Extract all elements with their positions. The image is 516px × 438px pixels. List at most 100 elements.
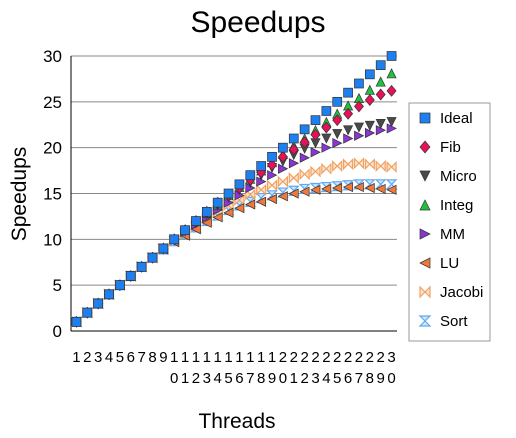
x-tick-label: 6	[127, 349, 135, 366]
data-point	[386, 84, 397, 97]
data-point	[354, 78, 364, 89]
legend-item-sort: Sort	[418, 313, 468, 330]
series-sort	[70, 179, 398, 327]
data-point	[288, 188, 299, 199]
data-point	[375, 88, 386, 101]
data-point	[332, 138, 343, 149]
data-point	[234, 203, 245, 214]
y-tick-label: 5	[53, 276, 62, 295]
data-point	[277, 191, 288, 202]
data-point	[266, 193, 277, 205]
y-tick-label: 0	[53, 322, 62, 341]
y-tick-label: 25	[43, 93, 62, 112]
data-point	[299, 186, 310, 197]
x-tick-label: 1	[72, 349, 80, 366]
data-point	[277, 150, 288, 163]
data-point	[386, 117, 397, 128]
data-point	[277, 175, 288, 188]
data-point	[267, 159, 277, 172]
data-point	[191, 216, 201, 226]
data-point	[364, 84, 375, 95]
x-tick-label: 3	[94, 349, 102, 366]
data-point	[343, 133, 354, 144]
y-tick-label: 10	[43, 230, 62, 249]
legend-label: Micro	[440, 168, 477, 185]
x-tick-label: 8	[148, 349, 156, 366]
data-point	[353, 182, 364, 193]
data-point	[353, 157, 365, 170]
data-point	[212, 197, 223, 208]
data-point	[255, 196, 267, 207]
x-tick-label: 2	[83, 349, 91, 366]
data-point	[332, 114, 343, 127]
data-point	[321, 162, 332, 175]
x-tick-labels: 1 2 3 4 5 6 7 8 9 1 01 11 21 31 41 51 61 71 81 92 02 12 22 32 42…	[72, 349, 395, 387]
data-point	[332, 96, 343, 107]
legend-marker	[419, 257, 431, 269]
data-point	[267, 151, 277, 162]
legend-label: Sort	[440, 313, 468, 330]
data-point	[125, 271, 136, 281]
legend-label: Jacobi	[440, 284, 483, 301]
data-point	[104, 289, 114, 300]
data-point	[299, 152, 310, 163]
data-point	[266, 179, 278, 192]
legend-item-jacobi: Jacobi	[419, 284, 483, 301]
legend-marker	[418, 315, 432, 327]
legend-item-micro: Micro	[419, 168, 477, 185]
legend-marker	[419, 170, 431, 182]
data-point	[256, 183, 267, 196]
y-tick-label: 20	[43, 139, 62, 158]
data-point	[223, 207, 234, 218]
legend-label: Integ	[440, 197, 473, 214]
data-point	[288, 133, 299, 144]
data-point	[288, 171, 299, 184]
data-point	[364, 94, 375, 106]
axes	[70, 56, 397, 332]
data-point	[288, 158, 300, 169]
chart-title: Speedups	[190, 6, 325, 39]
data-point	[278, 142, 288, 153]
legend-item-fib: Fib	[419, 139, 461, 156]
data-point	[93, 298, 104, 309]
legend-marker	[419, 140, 431, 154]
data-point	[364, 120, 375, 131]
data-point	[245, 199, 256, 210]
data-point	[321, 106, 332, 116]
data-point	[212, 212, 223, 223]
data-point	[343, 125, 354, 136]
data-point	[256, 161, 267, 171]
data-point	[310, 147, 321, 158]
legend-label: Fib	[440, 139, 461, 156]
data-point	[310, 165, 321, 178]
data-point	[223, 188, 234, 199]
data-point	[136, 261, 147, 272]
grid-lines	[71, 55, 397, 286]
data-point	[386, 51, 397, 61]
x-axis-label: Threads	[198, 410, 275, 433]
series-micro	[71, 117, 397, 328]
data-point	[82, 307, 93, 318]
data-point	[354, 130, 365, 141]
legend-item-lu: LU	[419, 255, 459, 272]
data-point	[375, 160, 386, 172]
data-point	[245, 188, 256, 201]
data-point	[180, 225, 190, 236]
data-point	[245, 170, 256, 181]
